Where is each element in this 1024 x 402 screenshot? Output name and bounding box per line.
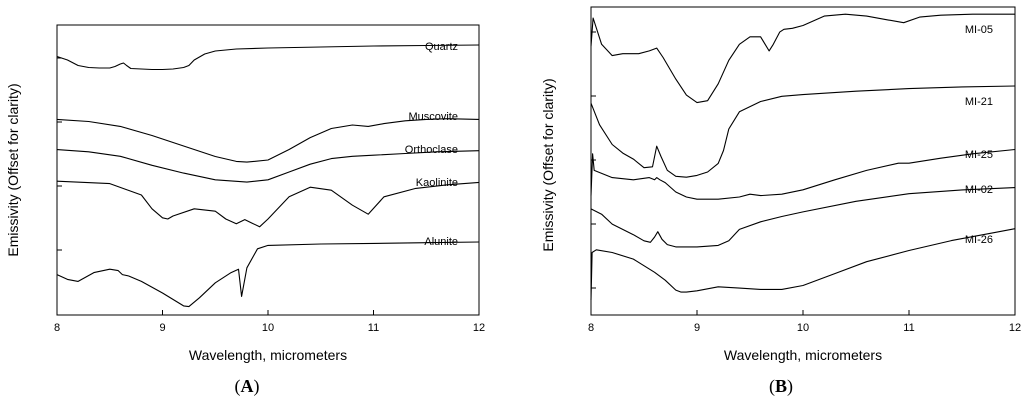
series-label-mi-02: MI-02 <box>965 184 993 196</box>
x-tick-label: 11 <box>368 322 379 334</box>
series-label-alunite: Alunite <box>424 236 458 248</box>
panel-a-x-axis-label: Wavelength, micrometers <box>189 347 347 363</box>
series-label-mi-25: MI-25 <box>965 149 993 161</box>
panel-b-y-axis-label: Emissivity (Offset for clarity) <box>540 78 556 251</box>
panel-b-y-ticks <box>591 31 596 289</box>
spectrum-line-orthoclase <box>56 149 480 183</box>
spectrum-line-mi-02 <box>590 187 1016 248</box>
spectrum-line-kaolinite <box>56 180 480 228</box>
spectrum-line-muscovite <box>56 118 480 163</box>
spectrum-line-mi-21 <box>590 85 1016 178</box>
x-tick-label: 8 <box>588 322 594 334</box>
series-label-mi-05: MI-05 <box>965 24 993 36</box>
spectrum-line-mi-25 <box>590 148 1016 200</box>
series-label-mi-26: MI-26 <box>965 234 993 246</box>
series-label-muscovite: Muscovite <box>408 111 458 123</box>
panel-a-x-ticks: 8 9 10 11 12 <box>54 310 485 334</box>
x-tick-label: 9 <box>159 322 165 334</box>
panel-b-chart: 8 9 10 11 12 MI-05 MI-21 MI-25 MI-02 MI-26 Wavel… <box>540 6 1021 397</box>
panel-b-x-axis-label: Wavelength, micrometers <box>724 347 882 363</box>
x-tick-label: 10 <box>797 322 809 334</box>
panel-b-plot-frame <box>590 6 1016 316</box>
series-label-mi-21: MI-21 <box>965 96 993 108</box>
spectrum-line-mi-26 <box>590 228 1016 301</box>
series-label-kaolinite: Kaolinite <box>416 177 458 189</box>
spectrum-line-alunite <box>56 241 480 308</box>
series-label-orthoclase: Orthoclase <box>405 144 458 156</box>
panel-a-spectra <box>56 44 480 308</box>
spectrum-line-quartz <box>56 44 480 71</box>
panel-a-y-axis-label: Emissivity (Offset for clarity) <box>5 83 21 256</box>
x-tick-label: 10 <box>262 322 274 334</box>
x-tick-label: 8 <box>54 322 60 334</box>
panel-a-y-ticks <box>57 57 62 251</box>
x-tick-label: 9 <box>694 322 700 334</box>
panel-a-tag: (A) <box>235 376 260 397</box>
x-tick-label: 12 <box>473 322 485 334</box>
panel-b-spectra <box>590 13 1016 301</box>
panel-a-plot-frame <box>56 24 480 316</box>
panel-b-tag: (B) <box>769 376 793 397</box>
spectrum-line-mi-05 <box>590 13 1015 104</box>
panel-a-series-labels: Quartz Muscovite Orthoclase Kaolinite Alunit… <box>405 41 458 248</box>
panel-b-series-labels: MI-05 MI-21 MI-25 MI-02 MI-26 <box>965 24 993 246</box>
x-tick-label: 12 <box>1009 322 1021 334</box>
series-label-quartz: Quartz <box>425 41 458 53</box>
x-tick-label: 11 <box>903 322 914 334</box>
panel-b-x-ticks: 8 9 10 11 12 <box>588 310 1021 334</box>
panel-a-chart: 8 9 10 11 12 Quartz Muscovite Orthoclase Kaolin… <box>5 24 485 397</box>
